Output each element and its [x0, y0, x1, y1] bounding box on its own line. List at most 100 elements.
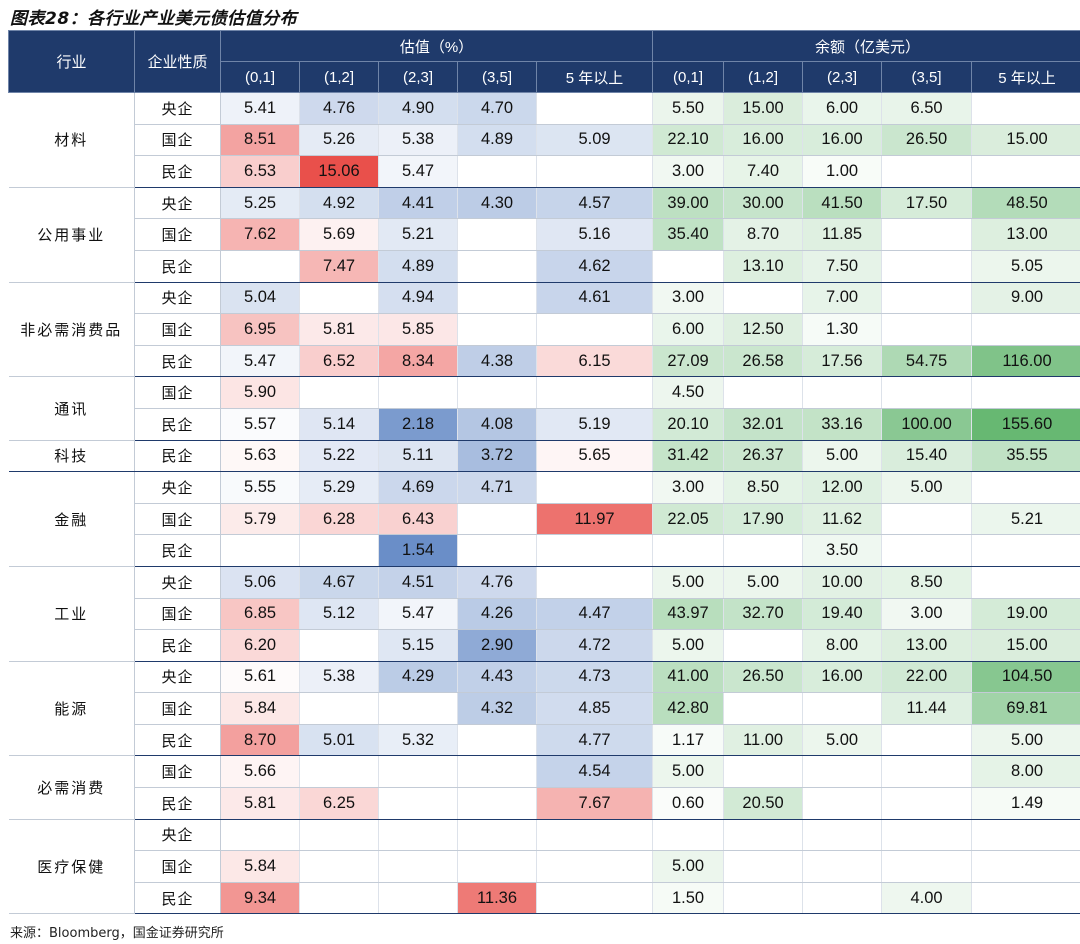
- valuation-cell: 5.69: [299, 218, 379, 251]
- balance-cell: [723, 755, 804, 789]
- balance-cell: [971, 534, 1080, 567]
- header-valuation: 估值（%）: [219, 30, 654, 62]
- table-row: 民企 6.20 5.15 2.90 4.72 5.00 8.00 13.00 15.00: [9, 629, 1080, 662]
- ownership-cell: 民企: [134, 723, 221, 757]
- valuation-cell: 4.89: [457, 123, 537, 157]
- balance-cell: 100.00: [881, 407, 973, 441]
- balance-cell: [802, 850, 883, 883]
- balance-cell: 26.37: [723, 439, 804, 473]
- table-row: 工业 央企 5.06 4.67 4.51 4.76 5.00 5.00 10.00 8.50: [8, 565, 1080, 662]
- valuation-cell: [378, 755, 458, 789]
- valuation-cell: 4.71: [457, 471, 537, 504]
- ownership-cell: 民企: [134, 155, 221, 188]
- industry-cell: 科技: [8, 439, 135, 473]
- balance-cell: 22.10: [652, 123, 725, 157]
- valuation-cell: 4.77: [536, 723, 654, 757]
- ownership-cell: 国企: [134, 218, 221, 251]
- balance-cell: [971, 565, 1080, 599]
- balance-cell: 11.85: [802, 218, 883, 251]
- balance-cell: 19.40: [802, 597, 883, 631]
- valuation-cell: 5.01: [299, 723, 379, 757]
- industry-cell: 材料: [8, 92, 135, 188]
- valuation-table: 行业 企业性质 估值（%） 余额（亿美元） (0,1] (1,2] (2,3] …: [8, 30, 1080, 915]
- balance-cell: [881, 376, 973, 409]
- table-row: 公用事业 央企 5.25 4.92 4.41 4.30 4.57 39.00 30.00 41.5…: [8, 186, 1080, 283]
- balance-cell: 16.00: [802, 660, 883, 694]
- valuation-cell: 9.34: [220, 881, 300, 915]
- table-row: 民企 7.47 4.89 4.62 13.10 7.50 5.05: [9, 249, 1080, 283]
- balance-cell: 155.60: [971, 407, 1080, 441]
- valuation-cell: 4.38: [457, 344, 537, 378]
- ownership-cell: 民企: [134, 881, 221, 915]
- header-ownership: 企业性质: [134, 30, 221, 93]
- valuation-cell: 4.73: [536, 660, 654, 694]
- valuation-cell: [457, 755, 537, 789]
- balance-cell: 17.50: [881, 186, 973, 220]
- ownership-cell: 国企: [134, 502, 221, 536]
- valuation-cell: 5.81: [220, 787, 300, 820]
- valuation-cell: 5.11: [378, 439, 458, 473]
- valuation-cell: [378, 376, 458, 409]
- balance-cell: [723, 629, 804, 662]
- balance-cell: 13.10: [723, 249, 804, 283]
- valuation-cell: [536, 471, 654, 504]
- balance-cell: 16.00: [723, 123, 804, 157]
- balance-cell: 27.09: [652, 344, 725, 378]
- valuation-cell: 5.61: [220, 660, 300, 694]
- valuation-cell: [299, 881, 379, 915]
- valuation-cell: 4.72: [536, 629, 654, 662]
- valuation-cell: 15.06: [299, 155, 379, 188]
- balance-cell: 12.50: [723, 313, 804, 346]
- balance-cell: 22.05: [652, 502, 725, 536]
- valuation-cell: [457, 534, 537, 567]
- source-note: 来源：Bloomberg，国金证券研究所: [10, 926, 224, 941]
- valuation-cell: 4.69: [378, 471, 458, 504]
- ownership-cell: 民企: [134, 344, 221, 378]
- valuation-cell: [378, 881, 458, 915]
- ownership-cell: 央企: [134, 186, 221, 220]
- balance-cell: 5.00: [723, 565, 804, 599]
- balance-cell: [802, 692, 883, 725]
- valuation-cell: 5.41: [220, 92, 300, 125]
- balance-cell: 5.00: [881, 471, 973, 504]
- balance-cell: [971, 881, 1080, 915]
- balance-cell: 7.00: [802, 281, 883, 315]
- valuation-cell: 5.81: [299, 313, 379, 346]
- valuation-cell: [299, 755, 379, 789]
- table-row: 金融 央企 5.55 5.29 4.69 4.71 3.00 8.50 12.00 5.00: [8, 471, 1080, 567]
- table-row: 医疗保健 央企: [8, 818, 1080, 915]
- valuation-cell: 4.67: [299, 565, 379, 599]
- valuation-cell: 7.62: [220, 218, 300, 251]
- balance-cell: 35.40: [652, 218, 725, 251]
- balance-cell: 8.00: [971, 755, 1080, 789]
- ownership-cell: 民企: [134, 787, 221, 820]
- valuation-cell: 8.70: [220, 723, 300, 757]
- ownership-cell: 民企: [134, 249, 221, 283]
- table-row: 通讯 国企 5.90 4.50: [8, 376, 1080, 441]
- balance-cell: [802, 755, 883, 789]
- balance-cell: 116.00: [971, 344, 1080, 378]
- valuation-cell: 3.72: [457, 439, 537, 473]
- balance-cell: 9.00: [971, 281, 1080, 315]
- balance-cell: [802, 376, 883, 409]
- valuation-cell: [220, 249, 300, 283]
- industry-cell: 能源: [8, 660, 135, 757]
- table-row: 科技 民企 5.63 5.22 5.11 3.72 5.65 31.42 26.37 5.00 15…: [8, 439, 1080, 473]
- valuation-cell: 8.51: [220, 123, 300, 157]
- balance-cell: [971, 850, 1080, 883]
- balance-cell: [723, 376, 804, 409]
- table-row: 民企 5.57 5.14 2.18 4.08 5.19 20.10 32.01 33.16 100…: [9, 407, 1080, 441]
- valuation-cell: 6.20: [220, 629, 300, 662]
- valuation-cell: 5.06: [220, 565, 300, 599]
- valuation-cell: [457, 502, 537, 536]
- valuation-cell: 4.26: [457, 597, 537, 631]
- balance-cell: 8.50: [723, 471, 804, 504]
- industry-cell: 公用事业: [8, 186, 135, 283]
- balance-cell: 32.70: [723, 597, 804, 631]
- balance-cell: 7.50: [802, 249, 883, 283]
- valuation-cell: 4.32: [457, 692, 537, 725]
- ownership-cell: 国企: [134, 313, 221, 346]
- balance-cell: 15.40: [881, 439, 973, 473]
- balance-cell: 41.00: [652, 660, 725, 694]
- balance-cell: [652, 534, 725, 567]
